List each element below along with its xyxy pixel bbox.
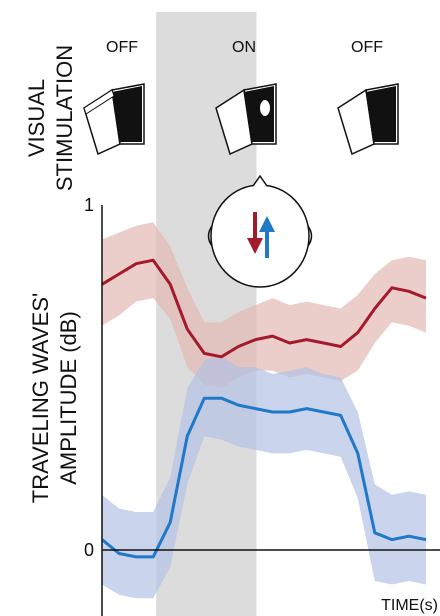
y-tick-label-1: 1 bbox=[84, 195, 94, 215]
series-1-confidence-band bbox=[102, 357, 426, 599]
phase-label-off-2: OFF bbox=[351, 39, 383, 56]
stimulation-label-line1: VISUAL bbox=[24, 79, 49, 157]
x-axis-title: TIME(s) bbox=[381, 597, 438, 614]
stimulation-label-line2: STIMULATION bbox=[52, 45, 77, 191]
y-axis-title-line1: TRAVELING WAVES' bbox=[28, 293, 53, 503]
phase-label-on: ON bbox=[232, 39, 256, 56]
monitor-off-icon-2 bbox=[338, 84, 398, 154]
y-axis-title-line2: AMPLITUDE (dB) bbox=[56, 311, 81, 485]
phase-label-off-1: OFF bbox=[106, 39, 138, 56]
y-tick-label-0: 0 bbox=[84, 540, 94, 560]
monitor-off-icon-1 bbox=[84, 84, 144, 154]
